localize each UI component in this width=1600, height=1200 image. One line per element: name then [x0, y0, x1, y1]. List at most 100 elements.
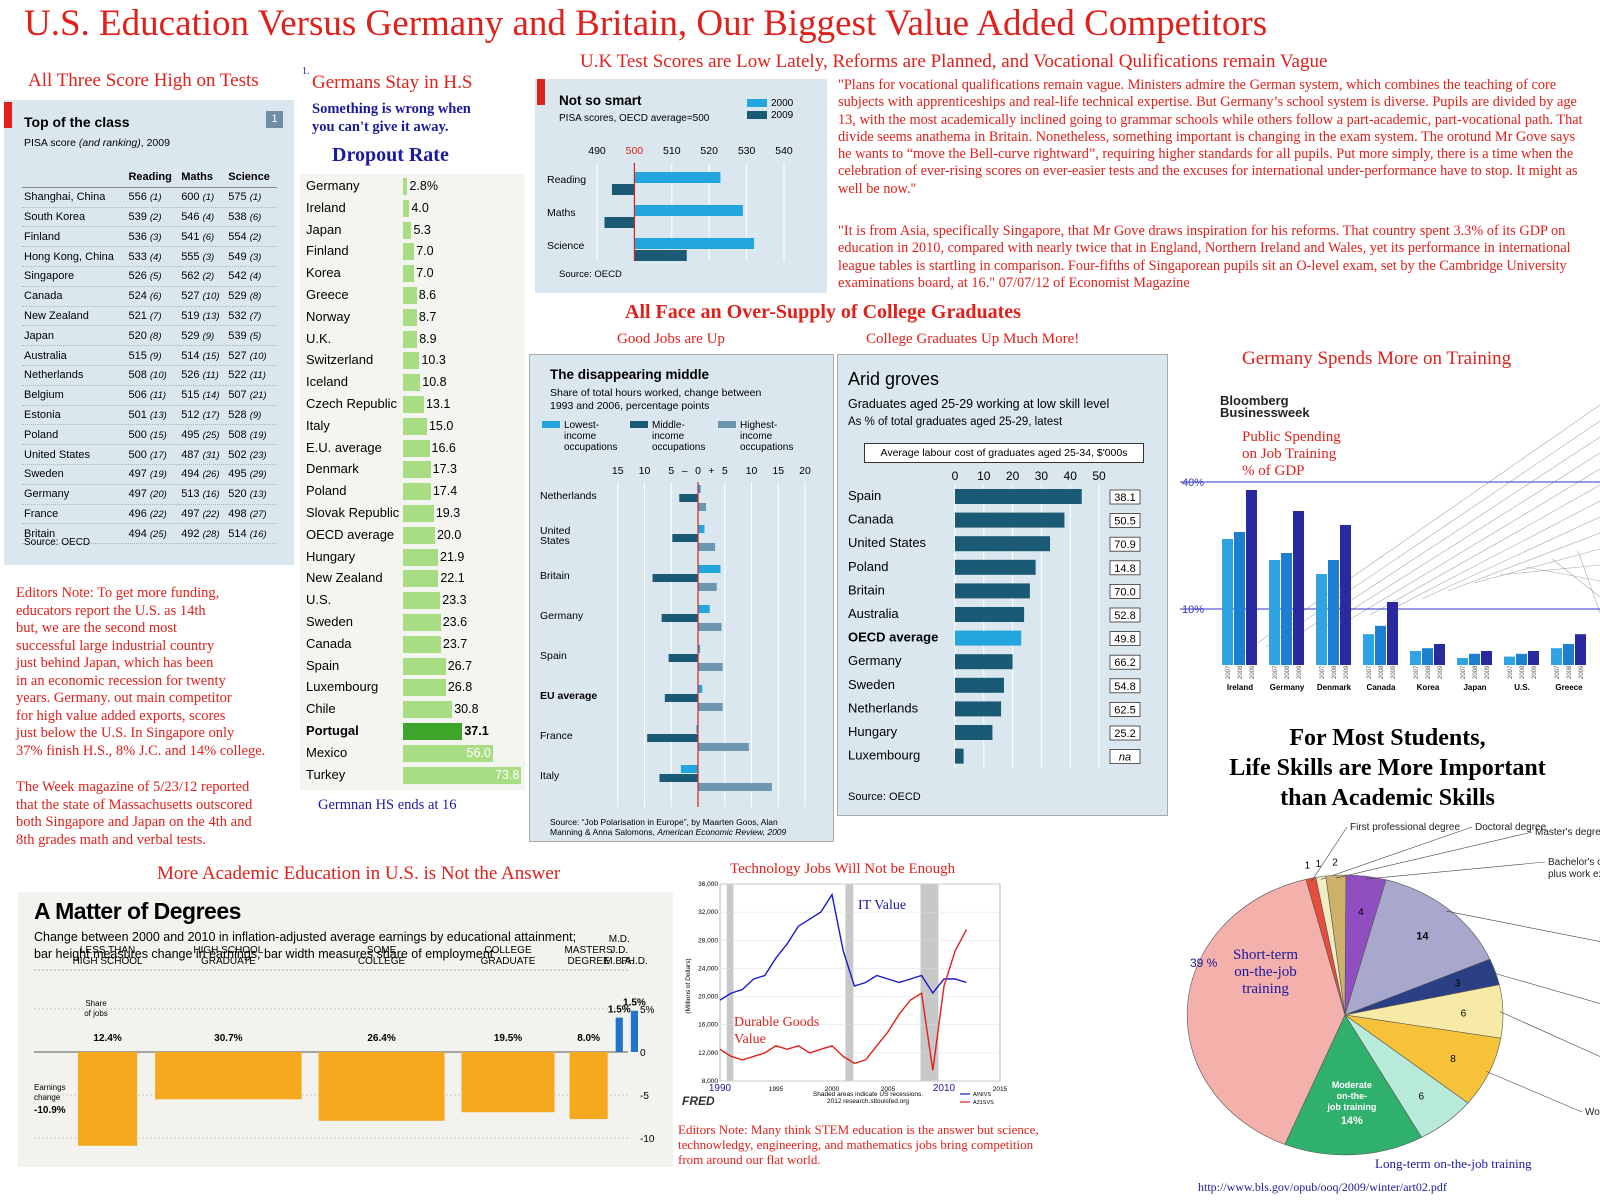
pisa-rank: (9): [149, 350, 162, 362]
pie-short-term-label: Short-term on-the-job training: [1233, 947, 1298, 997]
dropout-country: Japan: [306, 221, 342, 237]
pisa-score: 520 (8): [126, 325, 180, 347]
life-skills-line: Life Skills are More Important: [1229, 755, 1546, 781]
bar: [604, 217, 635, 228]
axis-tick: 10: [639, 465, 651, 477]
dropout-bar: [403, 265, 415, 283]
cost-box: [1109, 701, 1141, 717]
bar: [698, 565, 721, 573]
pisa-score: 575 (1): [226, 187, 277, 208]
category-label: LESS THAN: [80, 945, 135, 956]
subtitle-line: As % of total graduates aged 25-29, late…: [848, 416, 1063, 428]
slice-label: Moderate: [1332, 1080, 1372, 1090]
bar: [1434, 644, 1445, 665]
pisa-score: 549 (3): [226, 246, 277, 267]
pisa-score: 526 (11): [179, 365, 227, 386]
slice-value: 4: [1358, 907, 1364, 918]
bar: [668, 654, 698, 662]
dropout-row: U.S. 23.3: [300, 590, 525, 610]
pisa-score: 494 (26): [179, 464, 227, 485]
bar: [569, 1052, 608, 1120]
leader-line: [1336, 831, 1533, 879]
pisa-rank: (13): [249, 489, 267, 501]
category-label: M.B.A.: [604, 956, 634, 967]
bar: [1481, 651, 1492, 665]
bls-link[interactable]: http://www.bls.gov/opub/ooq/2009/winter/…: [1198, 1180, 1447, 1194]
training-caption: Public Spending on Job Training % of GDP: [1242, 429, 1341, 480]
bar: [698, 543, 716, 551]
plot-area: [719, 883, 1001, 1082]
dropout-country: Chile: [306, 701, 336, 717]
pisa-score: 508 (10): [126, 365, 180, 386]
pisa-rank: (10): [149, 370, 167, 382]
x-tick: 1990: [709, 1083, 732, 1094]
bar: [698, 703, 723, 711]
note-line: Editors Note: To get more funding,: [16, 585, 220, 601]
bar: [461, 1052, 555, 1113]
dropout-country: Italy: [306, 417, 330, 433]
dropout-row: Greece 8.6: [300, 285, 525, 305]
pisa-badge: 1: [266, 111, 283, 128]
dropout-country: Turkey: [306, 766, 346, 782]
bar: [698, 685, 703, 693]
year-label: 2009: [1579, 665, 1585, 679]
pisa-score: 539 (5): [226, 325, 277, 347]
leader-line: [1492, 972, 1600, 1004]
bar: [634, 172, 721, 183]
axis-tick: 10: [977, 469, 991, 483]
header-tests: All Three Score High on Tests: [28, 70, 259, 91]
table-row: Finland 536 (3) 541 (6) 554 (2): [22, 226, 277, 248]
dropout-bar: [403, 548, 439, 566]
category-label: Sweden: [848, 677, 895, 692]
category-label: United States: [848, 535, 927, 550]
bar: [698, 605, 710, 613]
table-row: New Zealand 521 (7) 519 (13) 532 (7): [22, 306, 277, 327]
category-label: France: [540, 730, 573, 742]
series-line: [719, 929, 968, 1071]
earnings-value: -10.9%: [34, 1105, 66, 1116]
note-line: educators report the U.S. as 14th: [16, 602, 206, 619]
table-row: Canada 524 (6) 527 (10) 529 (8): [22, 286, 277, 307]
pisa-score: 497 (20): [126, 484, 180, 505]
dropout-row: Korea 7.0: [300, 263, 525, 283]
category-label: Spain: [848, 488, 881, 503]
perspective-line: [1473, 548, 1600, 584]
dropout-bar: [403, 635, 441, 653]
share-label: 26.4%: [367, 1033, 395, 1044]
category-label: M.D.: [609, 934, 630, 945]
dropout-bar: [403, 330, 418, 348]
pisa-score: 527 (10): [179, 286, 227, 307]
pisa-score: 519 (13): [179, 306, 227, 327]
bar: [630, 1010, 638, 1052]
dropout-row: Poland 17.4: [300, 481, 525, 501]
pisa-rank: (1): [249, 192, 262, 204]
pisa-rank: (11): [202, 370, 219, 382]
axis-tick: -5: [640, 1091, 649, 1102]
cost-value: 49.8: [1114, 634, 1135, 646]
cost-box: [1109, 678, 1141, 694]
pisa-rank: (2): [202, 271, 215, 283]
dropout-bar: [403, 308, 417, 326]
dropout-value: 2.8%: [409, 179, 438, 193]
dropout-value: 23.3: [442, 593, 467, 608]
year-label: 2007: [1320, 665, 1326, 679]
pisa-country: Britain: [22, 523, 127, 545]
slice-label: Doctoral degree: [1475, 822, 1547, 833]
label-line: Value: [734, 1032, 766, 1047]
dropout-bar: [403, 417, 427, 435]
leader-line: [1365, 861, 1546, 880]
pisa-score: 497 (22): [179, 504, 227, 525]
pisa-rank: (27): [249, 508, 267, 520]
y-tick: 12,000: [698, 1050, 718, 1057]
pisa-rank: (9): [249, 409, 262, 421]
bar: [698, 583, 717, 591]
note-line: that the state of Massachusetts outscore…: [16, 796, 253, 813]
slice-label: plus work experience: [1548, 869, 1600, 880]
bar: [1363, 634, 1374, 665]
share-label: 30.7%: [214, 1033, 242, 1044]
note-line: for high value added exports, scores: [16, 707, 226, 724]
disappearing-chart: Lowest-incomeoccupationsMiddle-incomeocc…: [540, 420, 811, 807]
bar: [698, 525, 705, 533]
dropout-country: Spain: [306, 657, 340, 673]
cost-box: [1109, 631, 1141, 647]
